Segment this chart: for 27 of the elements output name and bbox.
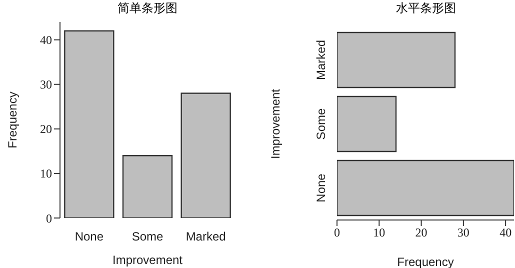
x-tick-label: 40 — [500, 226, 512, 240]
y-tick-label: 30 — [40, 78, 52, 92]
x-tick-label: Marked — [186, 230, 226, 244]
chart-title: 水平条形图 — [395, 0, 457, 17]
bar — [337, 32, 456, 88]
x-tick-label: 10 — [373, 226, 386, 240]
bar — [64, 30, 114, 218]
bar — [337, 96, 397, 152]
chart-title: 简单条形图 — [116, 0, 178, 17]
bar — [180, 92, 231, 218]
y-axis-title: Improvement — [268, 88, 282, 160]
y-tick-label: 10 — [40, 166, 52, 181]
bar — [122, 155, 173, 218]
y-tick-label: Some — [314, 108, 328, 140]
y-tick-label: 20 — [40, 122, 52, 136]
y-tick-label: 0 — [46, 211, 52, 226]
bar — [337, 160, 514, 216]
x-tick-label: 30 — [457, 226, 470, 240]
y-tick-label: None — [314, 173, 328, 202]
y-axis-title: Frequency — [5, 92, 20, 148]
x-axis-title: Improvement — [112, 253, 184, 267]
x-tick-label: 20 — [415, 226, 428, 240]
x-tick-label: None — [74, 230, 104, 244]
y-tick-label: 40 — [40, 33, 52, 48]
x-tick-label: Some — [132, 230, 164, 244]
x-tick-label: 0 — [334, 226, 340, 240]
y-tick-label: Marked — [314, 40, 328, 80]
